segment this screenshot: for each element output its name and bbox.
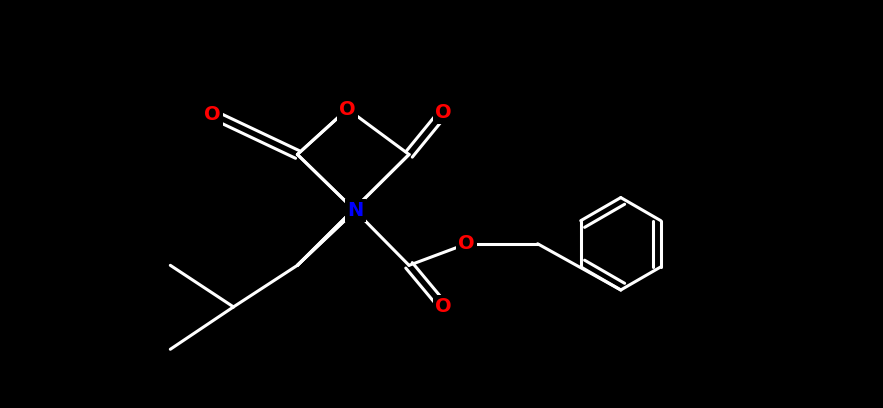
Text: O: O: [204, 105, 221, 124]
Text: O: O: [435, 102, 452, 122]
Text: O: O: [339, 100, 356, 118]
Text: O: O: [435, 297, 452, 317]
Text: N: N: [347, 201, 363, 220]
Text: O: O: [458, 234, 475, 253]
